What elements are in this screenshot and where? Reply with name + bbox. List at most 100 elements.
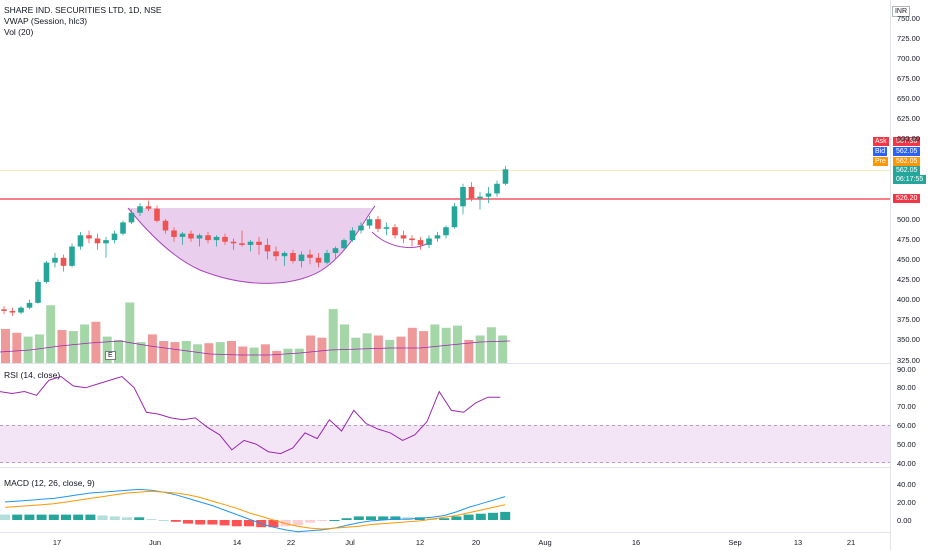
candle-body[interactable] bbox=[230, 241, 237, 244]
volume-bar[interactable] bbox=[373, 335, 383, 364]
volume-bar[interactable] bbox=[227, 341, 236, 363]
candle-body[interactable] bbox=[205, 235, 211, 241]
candle-body[interactable] bbox=[18, 307, 24, 313]
candle-body[interactable] bbox=[375, 219, 381, 229]
volume-bar[interactable] bbox=[12, 332, 22, 363]
candle-body[interactable] bbox=[154, 208, 160, 221]
candle-body[interactable] bbox=[426, 238, 432, 245]
candle-body[interactable] bbox=[468, 186, 475, 199]
macd-histogram-bar[interactable] bbox=[97, 515, 108, 521]
volume-bar[interactable] bbox=[272, 350, 282, 363]
candle-body[interactable] bbox=[26, 302, 33, 308]
candle-body[interactable] bbox=[128, 212, 135, 223]
candle-body[interactable] bbox=[324, 252, 330, 263]
volume-bar[interactable] bbox=[306, 335, 316, 364]
candle-body[interactable] bbox=[52, 257, 58, 263]
macd-histogram-bar[interactable] bbox=[317, 520, 328, 521]
candle-body[interactable] bbox=[247, 241, 254, 245]
macd-histogram-bar[interactable] bbox=[268, 520, 279, 528]
handle-pattern-curve[interactable] bbox=[371, 231, 433, 249]
macd-histogram-bar[interactable] bbox=[353, 516, 364, 520]
volume-bar[interactable] bbox=[419, 331, 429, 363]
candle-body[interactable] bbox=[222, 236, 228, 242]
volume-bar[interactable] bbox=[1, 328, 10, 363]
macd-histogram-bar[interactable] bbox=[195, 520, 206, 525]
candle-body[interactable] bbox=[273, 251, 279, 257]
candle-body[interactable] bbox=[451, 206, 458, 228]
candle-body[interactable] bbox=[341, 240, 347, 249]
candle-body[interactable] bbox=[434, 235, 441, 239]
volume-bar[interactable] bbox=[68, 331, 78, 363]
macd-histogram-bar[interactable] bbox=[48, 514, 59, 520]
volume-bar[interactable] bbox=[125, 302, 135, 364]
candle-body[interactable] bbox=[502, 169, 509, 184]
volume-bar[interactable] bbox=[407, 327, 417, 363]
legend-vwap[interactable]: VWAP (Session, hlc3) bbox=[4, 16, 88, 26]
macd-histogram-bar[interactable] bbox=[12, 514, 23, 520]
macd-histogram-bar[interactable] bbox=[24, 514, 35, 520]
volume-bar[interactable] bbox=[430, 324, 440, 364]
macd-histogram-bar[interactable] bbox=[463, 514, 474, 520]
candle-body[interactable] bbox=[239, 243, 245, 245]
candle-body[interactable] bbox=[392, 227, 398, 236]
candle-body[interactable] bbox=[290, 252, 296, 262]
volume-bar[interactable] bbox=[385, 339, 395, 363]
candle-body[interactable] bbox=[383, 227, 390, 229]
macd-histogram-bar[interactable] bbox=[305, 520, 315, 523]
candle-body[interactable] bbox=[1, 309, 7, 311]
macd-histogram-bar[interactable] bbox=[73, 514, 84, 520]
volume-bar[interactable] bbox=[193, 344, 203, 363]
macd-histogram-bar[interactable] bbox=[366, 516, 376, 520]
volume-bar[interactable] bbox=[204, 343, 214, 363]
macd-histogram-bar[interactable] bbox=[341, 518, 352, 520]
legend-rsi[interactable]: RSI (14, close) bbox=[4, 370, 61, 380]
volume-bar[interactable] bbox=[159, 341, 169, 363]
candle-body[interactable] bbox=[69, 246, 75, 266]
macd-histogram-bar[interactable] bbox=[36, 514, 47, 520]
legend-vol[interactable]: Vol (20) bbox=[4, 27, 34, 37]
volume-bar[interactable] bbox=[215, 342, 225, 363]
volume-bar[interactable] bbox=[114, 339, 123, 363]
volume-bar[interactable] bbox=[464, 339, 474, 363]
volume-bar[interactable] bbox=[283, 348, 293, 363]
macd-histogram-bar[interactable] bbox=[475, 513, 486, 520]
macd-histogram-bar[interactable] bbox=[170, 520, 181, 522]
candle-body[interactable] bbox=[43, 262, 50, 282]
macd-histogram-bar[interactable] bbox=[451, 516, 462, 520]
macd-histogram-bar[interactable] bbox=[219, 520, 230, 526]
macd-histogram-bar[interactable] bbox=[183, 520, 193, 524]
candle-body[interactable] bbox=[111, 233, 118, 241]
macd-histogram-bar[interactable] bbox=[61, 514, 71, 520]
candle-body[interactable] bbox=[349, 230, 356, 241]
legend-macd[interactable]: MACD (12, 26, close, 9) bbox=[4, 478, 95, 488]
volume-bar[interactable] bbox=[181, 341, 191, 363]
candle-body[interactable] bbox=[443, 227, 449, 236]
candle-body[interactable] bbox=[86, 235, 92, 239]
candle-body[interactable] bbox=[120, 222, 126, 234]
rsi-line[interactable] bbox=[0, 375, 501, 455]
volume-bar[interactable] bbox=[46, 305, 56, 363]
volume-bar[interactable] bbox=[136, 342, 146, 363]
candle-body[interactable] bbox=[494, 183, 500, 194]
candle-body[interactable] bbox=[332, 248, 339, 253]
candle-body[interactable] bbox=[409, 238, 415, 241]
candle-body[interactable] bbox=[307, 254, 313, 258]
macd-histogram-bar[interactable] bbox=[85, 514, 96, 520]
candle-body[interactable] bbox=[213, 236, 220, 241]
macd-histogram-bar[interactable] bbox=[439, 518, 450, 520]
volume-bar[interactable] bbox=[317, 337, 327, 363]
candle-body[interactable] bbox=[179, 233, 186, 237]
currency-label[interactable]: INR bbox=[891, 6, 910, 17]
volume-bar[interactable] bbox=[328, 309, 338, 363]
cup-pattern-fill[interactable] bbox=[128, 208, 372, 284]
signal-line[interactable] bbox=[4, 490, 506, 530]
volume-bar[interactable] bbox=[170, 342, 180, 363]
macd-histogram-bar[interactable] bbox=[390, 516, 401, 520]
volume-bar[interactable] bbox=[102, 336, 112, 363]
candle-body[interactable] bbox=[196, 235, 203, 239]
volume-bar[interactable] bbox=[362, 333, 372, 363]
earnings-marker[interactable]: E bbox=[105, 351, 116, 360]
candle-body[interactable] bbox=[137, 206, 143, 213]
candle-body[interactable] bbox=[60, 257, 67, 266]
